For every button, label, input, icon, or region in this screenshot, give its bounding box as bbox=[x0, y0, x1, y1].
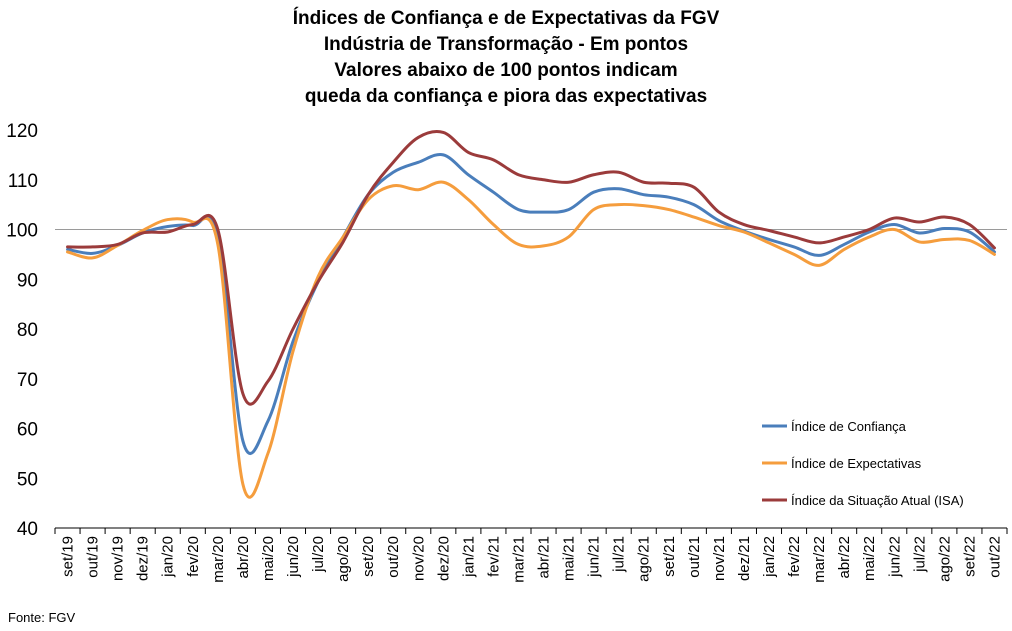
x-tick-label: out/19 bbox=[85, 536, 102, 578]
x-tick-label: fev/20 bbox=[185, 536, 202, 577]
x-tick-label: dez/20 bbox=[435, 536, 452, 581]
x-tick-label: set/19 bbox=[60, 536, 77, 577]
x-tick-label: mar/22 bbox=[811, 536, 828, 583]
y-tick-label: 50 bbox=[17, 469, 38, 490]
x-tick-label: set/22 bbox=[961, 536, 978, 577]
chart-title-line-4: queda da confiança e piora das expectati… bbox=[304, 86, 708, 107]
x-tick-label: nov/21 bbox=[711, 536, 728, 581]
x-tick-label: out/20 bbox=[385, 536, 402, 578]
x-tick-label: jul/20 bbox=[310, 536, 327, 573]
legend-label: Índice da Situação Atual (ISA) bbox=[791, 493, 964, 508]
y-tick-label: 70 bbox=[17, 370, 38, 391]
x-tick-label: mai/21 bbox=[561, 536, 578, 581]
y-tick-label: 100 bbox=[6, 221, 38, 242]
chart-title: Índices de Confiança e de Expectativas d… bbox=[0, 6, 1012, 110]
x-tick-label: jan/20 bbox=[160, 536, 177, 578]
series-line-confianca bbox=[66, 152, 996, 455]
x-tick-label: jan/21 bbox=[460, 536, 477, 578]
chart-title-line-2: Indústria de Transformação - Em pontos bbox=[323, 34, 689, 55]
x-tick-label: mai/22 bbox=[861, 536, 878, 581]
x-tick-label: abr/21 bbox=[536, 536, 553, 579]
series-line-expectativas bbox=[66, 180, 996, 499]
x-tick-label: dez/21 bbox=[736, 536, 753, 581]
x-tick-label: ago/21 bbox=[636, 536, 653, 582]
legend-label: Índice de Expectativas bbox=[791, 456, 922, 471]
y-tick-label: 40 bbox=[17, 519, 38, 540]
x-tick-label: jun/20 bbox=[285, 536, 302, 578]
chart-title-line-3: Valores abaixo de 100 pontos indicam bbox=[334, 60, 678, 81]
x-tick-label: set/21 bbox=[661, 536, 678, 577]
series-layer bbox=[66, 130, 996, 499]
x-tick-label: mar/20 bbox=[210, 536, 227, 583]
x-tick-label: jun/22 bbox=[886, 536, 903, 578]
x-tick-label: set/20 bbox=[360, 536, 377, 577]
source-note: Fonte: FGV bbox=[8, 610, 76, 625]
x-tick-label: fev/22 bbox=[786, 536, 803, 577]
legend: Índice de Confiança Índice de Expectativa… bbox=[762, 419, 964, 508]
x-tick-label: nov/19 bbox=[110, 536, 127, 581]
x-tick-label: mai/20 bbox=[260, 536, 277, 581]
series-line-isa bbox=[66, 130, 996, 406]
legend-label: Índice de Confiança bbox=[791, 419, 907, 434]
y-tick-label: 110 bbox=[8, 171, 38, 192]
x-tick-label: jan/22 bbox=[761, 536, 778, 578]
y-tick-label: 60 bbox=[17, 420, 38, 441]
x-tick-label: jul/21 bbox=[611, 536, 628, 573]
x-tick-label: ago/20 bbox=[335, 536, 352, 582]
y-tick-label: 90 bbox=[17, 270, 38, 291]
x-tick-label: dez/19 bbox=[135, 536, 152, 581]
y-tick-label: 80 bbox=[17, 320, 38, 341]
chart-title-line-1: Índices de Confiança e de Expectativas d… bbox=[292, 8, 720, 29]
x-tick-label: abr/22 bbox=[836, 536, 853, 579]
x-tick-label: jul/22 bbox=[911, 536, 928, 573]
x-tick-label: ago/22 bbox=[936, 536, 953, 582]
x-tick-label: fev/21 bbox=[485, 536, 502, 577]
axes-layer: 40 50 60 70 80 90 100 110 120 set/19 out/19 nov/19 d… bbox=[6, 121, 1008, 583]
x-tick-label: jun/21 bbox=[586, 536, 603, 578]
x-tick-label: out/22 bbox=[986, 536, 1003, 578]
x-tick-label: out/21 bbox=[686, 536, 703, 578]
y-tick-label: 120 bbox=[6, 121, 38, 142]
x-tick-label: mar/21 bbox=[510, 536, 527, 583]
x-tick-label: nov/20 bbox=[410, 536, 427, 581]
x-tick-label: abr/20 bbox=[235, 536, 252, 579]
